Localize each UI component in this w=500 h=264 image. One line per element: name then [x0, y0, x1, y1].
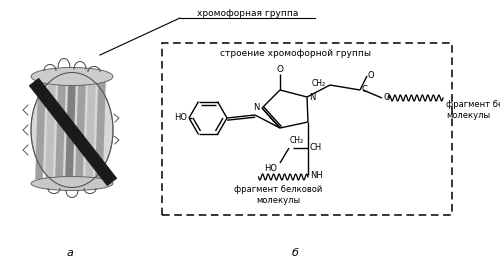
- Text: хромофорная группа: хромофорная группа: [198, 10, 298, 18]
- Bar: [162, 43, 452, 215]
- Text: фрагмент белковой
молекулы: фрагмент белковой молекулы: [446, 100, 500, 120]
- Text: строение хромофорной группы: строение хромофорной группы: [220, 49, 370, 58]
- Text: CH₂: CH₂: [312, 79, 326, 88]
- Text: O: O: [383, 93, 390, 102]
- Text: O: O: [368, 72, 374, 81]
- Text: HO: HO: [264, 164, 277, 173]
- Ellipse shape: [31, 68, 113, 86]
- Text: C: C: [361, 86, 367, 95]
- Text: CH₂: CH₂: [290, 136, 304, 145]
- Text: а: а: [66, 248, 73, 258]
- Text: N: N: [254, 103, 260, 112]
- Text: NH: NH: [310, 171, 323, 180]
- Ellipse shape: [31, 177, 113, 191]
- Ellipse shape: [31, 73, 113, 187]
- Text: N: N: [309, 92, 316, 101]
- Text: б: б: [292, 248, 298, 258]
- Text: CH: CH: [310, 144, 322, 153]
- Polygon shape: [30, 78, 117, 186]
- Text: O: O: [276, 65, 283, 74]
- Text: HO: HO: [174, 114, 187, 122]
- Text: фрагмент белковой
молекулы: фрагмент белковой молекулы: [234, 185, 322, 205]
